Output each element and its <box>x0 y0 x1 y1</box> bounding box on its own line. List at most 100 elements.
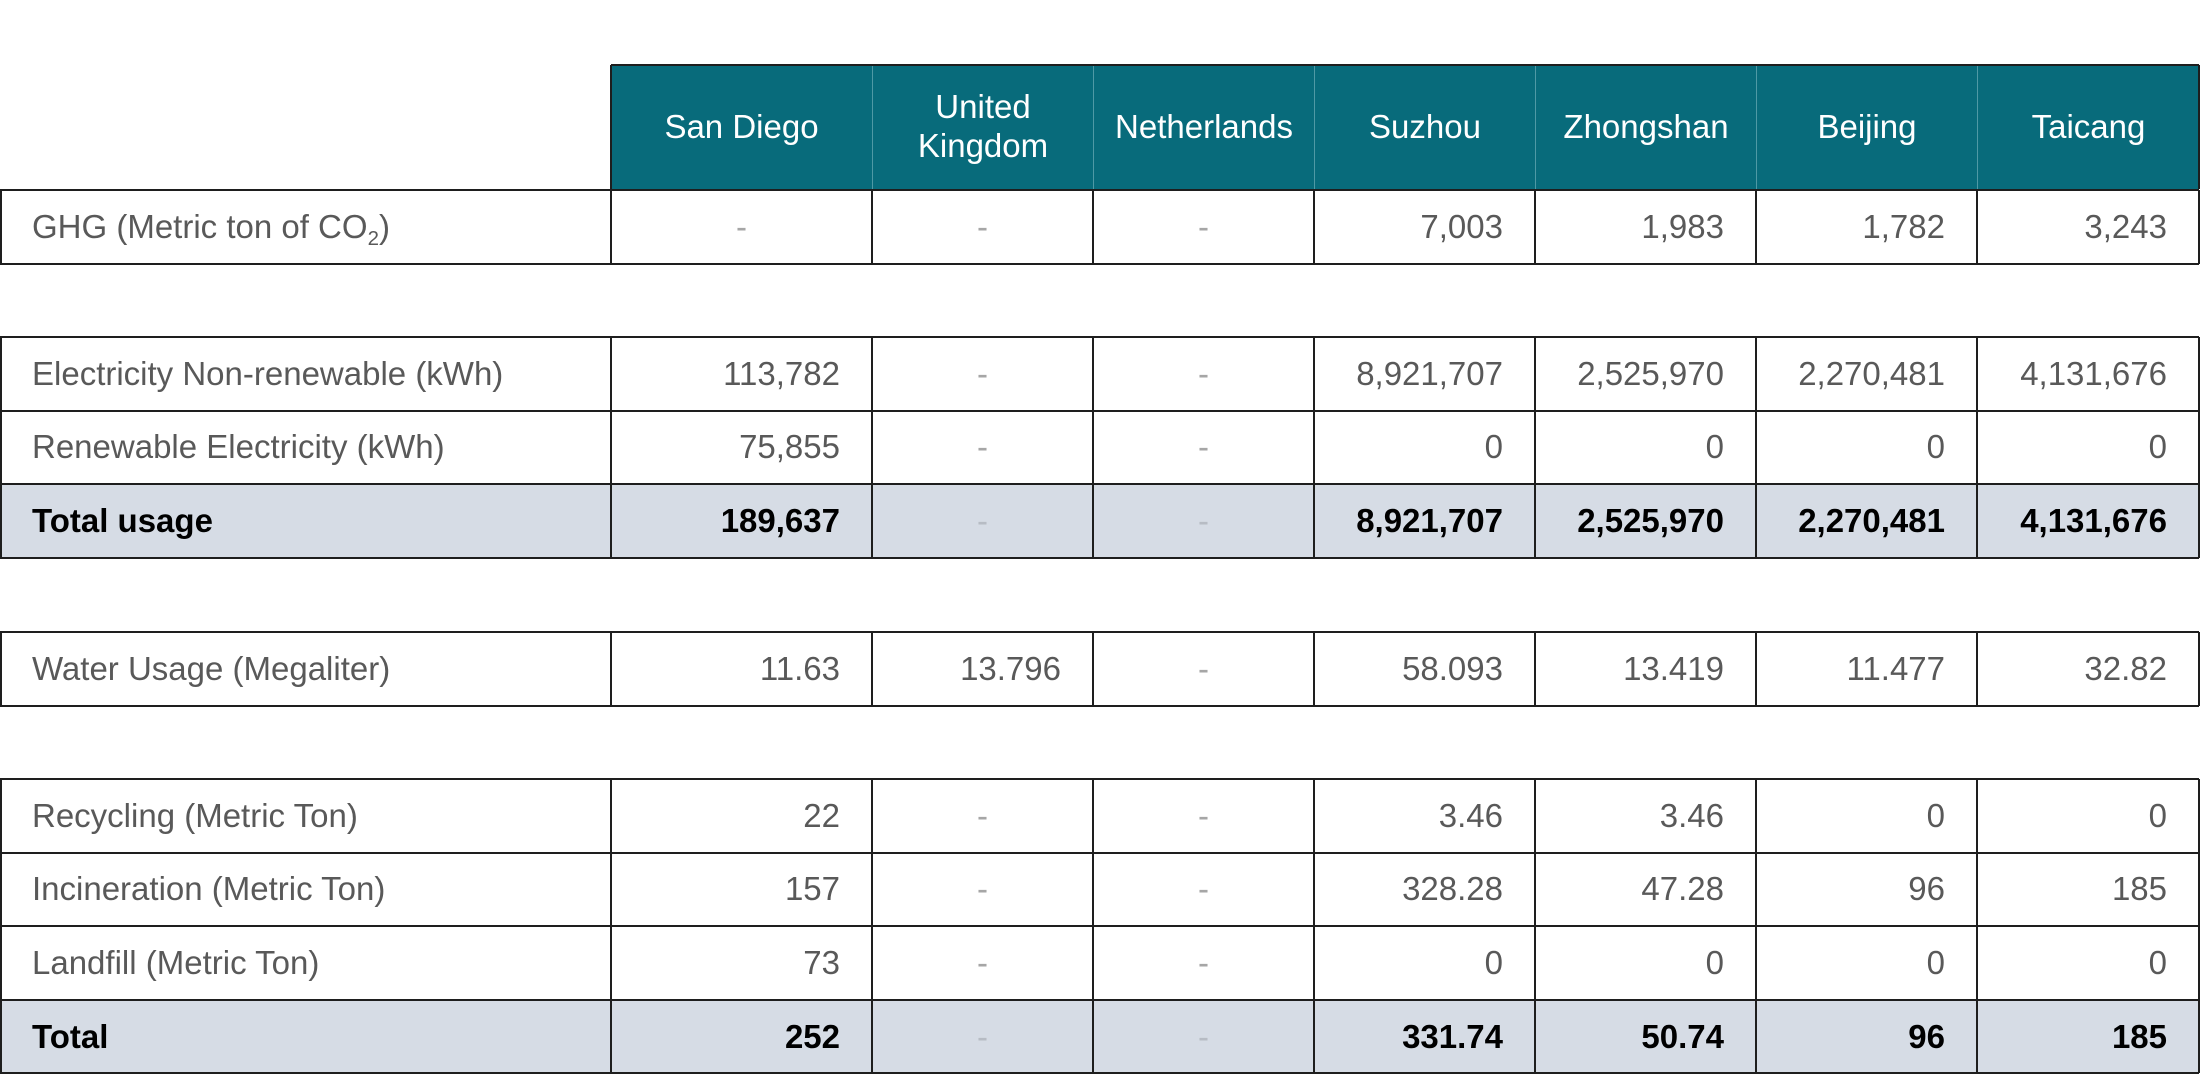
cell-value: 0 <box>1926 796 1945 834</box>
cell-suzhou: 8,921,707 <box>1314 484 1535 558</box>
cell-taicang: 0 <box>1977 926 2199 1000</box>
table-grid-line <box>610 779 612 1074</box>
cell-beijing: 1,782 <box>1756 190 1977 264</box>
column-header-label: Taicang <box>2031 107 2146 145</box>
cell-suzhou: 0 <box>1314 926 1535 1000</box>
cell-san-diego: 11.63 <box>611 632 872 706</box>
cell-value: - <box>977 796 988 834</box>
table-grid-line <box>1092 337 1094 558</box>
cell-value: 58.093 <box>1402 649 1503 687</box>
table-grid-line <box>2198 779 2200 1074</box>
cell-san-diego: - <box>611 190 872 264</box>
table-grid-line <box>1976 190 1978 264</box>
cell-value: 0 <box>2148 796 2167 834</box>
cell-value: 1,782 <box>1862 207 1945 245</box>
cell-netherlands: - <box>1093 337 1314 411</box>
cell-value: - <box>1198 796 1209 834</box>
table-grid-line <box>0 998 2199 1001</box>
cell-taicang: 185 <box>1977 999 2199 1074</box>
column-header-label: Netherlands <box>1115 107 1293 145</box>
table-grid-line <box>0 631 2199 633</box>
cell-value: 189,637 <box>720 501 840 539</box>
cell-beijing: 0 <box>1756 779 1977 853</box>
cell-taicang: 0 <box>1977 779 2199 853</box>
table-grid-line <box>1534 632 1536 706</box>
cell-san-diego: 73 <box>611 926 872 1000</box>
cell-value: 3.46 <box>1438 796 1503 834</box>
table-grid-line <box>1534 337 1536 558</box>
cell-united-kingdom: - <box>872 337 1093 411</box>
cell-united-kingdom: - <box>872 999 1093 1074</box>
cell-value: - <box>977 1017 988 1055</box>
cell-taicang: 3,243 <box>1977 190 2199 264</box>
cell-value: 0 <box>1484 943 1503 981</box>
table-grid-line <box>1755 190 1757 264</box>
cell-zhongshan: 2,525,970 <box>1535 337 1756 411</box>
table-grid-line <box>610 337 612 558</box>
row-label: Landfill (Metric Ton) <box>32 943 320 981</box>
cell-netherlands: - <box>1093 484 1314 558</box>
cell-value: 8,921,707 <box>1356 501 1503 539</box>
table-grid-line <box>0 556 2199 559</box>
table-grid-line <box>610 65 612 189</box>
cell-taicang: 0 <box>1977 411 2199 485</box>
cell-suzhou: 331.74 <box>1314 999 1535 1074</box>
cell-suzhou: 8,921,707 <box>1314 337 1535 411</box>
table-grid-line <box>1313 632 1315 706</box>
cell-united-kingdom: - <box>872 411 1093 485</box>
cell-value: 0 <box>1705 943 1724 981</box>
cell-value: - <box>977 428 988 466</box>
table-grid-line <box>1755 632 1757 706</box>
table-grid-line <box>1976 779 1978 1074</box>
cell-value: 0 <box>2148 428 2167 466</box>
table-grid-line <box>871 337 873 558</box>
column-header-label: United Kingdom <box>917 88 1049 164</box>
cell-united-kingdom: - <box>872 779 1093 853</box>
cell-value: 8,921,707 <box>1356 354 1503 392</box>
cell-value: 252 <box>784 1017 840 1055</box>
table-grid-line <box>0 704 2199 707</box>
column-header-taicang: Taicang <box>1977 65 2199 189</box>
cell-zhongshan: 0 <box>1535 411 1756 485</box>
cell-value: - <box>977 207 988 245</box>
column-header-san-diego: San Diego <box>611 65 872 189</box>
cell-netherlands: - <box>1093 779 1314 853</box>
column-header-label: Suzhou <box>1369 107 1481 145</box>
cell-value: - <box>1198 354 1209 392</box>
cell-value: - <box>977 943 988 981</box>
table-grid-line <box>0 189 2199 191</box>
cell-value: 11.63 <box>759 649 840 687</box>
total-row-label: Total usage <box>0 484 611 558</box>
cell-value: 22 <box>803 796 840 834</box>
row-label-subscript: 2 <box>367 226 379 250</box>
table-grid-line <box>1313 337 1315 558</box>
table-grid-line <box>0 1072 2199 1075</box>
table-grid-line <box>1755 337 1757 558</box>
cell-san-diego: 252 <box>611 999 872 1074</box>
total-row-label: Total <box>0 999 611 1074</box>
column-header-label: Zhongshan <box>1563 107 1729 145</box>
table-grid-line <box>0 778 2199 780</box>
cell-zhongshan: 0 <box>1535 926 1756 1000</box>
cell-value: 0 <box>1926 428 1945 466</box>
cell-value: 0 <box>1926 943 1945 981</box>
table-grid-line <box>0 632 2 706</box>
column-header-label: Beijing <box>1817 107 1917 145</box>
table-grid-line <box>610 632 612 706</box>
cell-value: 4,131,676 <box>2020 354 2167 392</box>
cell-value: 2,270,481 <box>1798 354 1945 392</box>
cell-value: 3,243 <box>2084 207 2167 245</box>
cell-zhongshan: 50.74 <box>1535 999 1756 1074</box>
cell-value: - <box>977 501 988 539</box>
table-row-label: Electricity Non-renewable (kWh) <box>0 337 611 411</box>
cell-beijing: 11.477 <box>1756 632 1977 706</box>
table-grid-line <box>871 190 873 264</box>
cell-value: - <box>1198 501 1209 539</box>
cell-suzhou: 58.093 <box>1314 632 1535 706</box>
table-grid-line <box>610 190 612 264</box>
cell-zhongshan: 2,525,970 <box>1535 484 1756 558</box>
cell-beijing: 2,270,481 <box>1756 484 1977 558</box>
row-label-part: GHG (Metric ton of CO <box>32 207 368 245</box>
table-grid-line <box>1092 190 1094 264</box>
